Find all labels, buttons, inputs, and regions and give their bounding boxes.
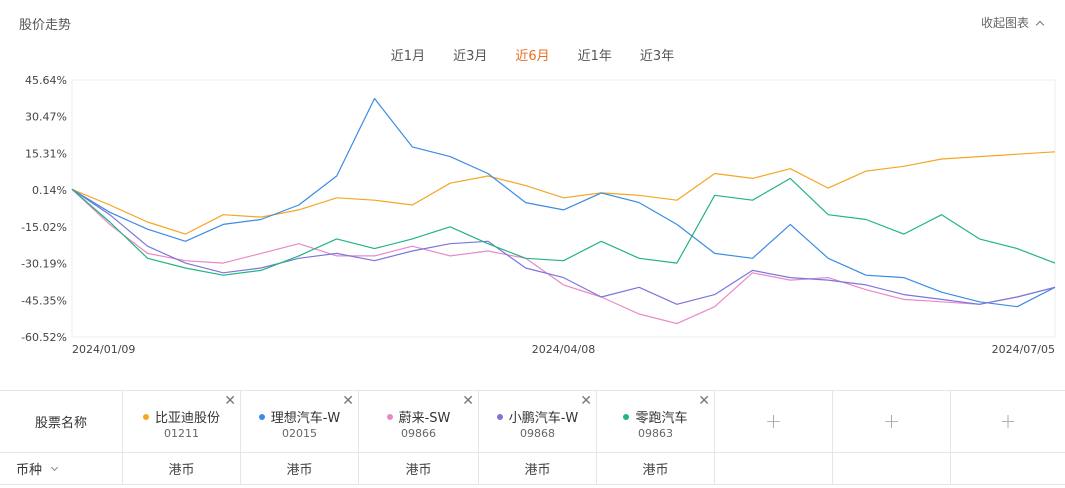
series-dot: [142, 413, 149, 420]
plus-icon: +: [999, 409, 1017, 433]
close-icon[interactable]: ✕: [580, 393, 592, 409]
stock-name: 比亚迪股份: [154, 411, 220, 426]
stock-code: 02015: [282, 427, 317, 440]
series-dot: [386, 413, 393, 420]
plus-icon: +: [883, 409, 900, 433]
empty-cell: [832, 453, 950, 484]
series-line: [71, 177, 1056, 276]
section-title: 股价走势: [19, 18, 72, 33]
period-tabs: 近1月 近3月 近6月 近1年 近3年: [0, 45, 1065, 64]
stock-code: 09868: [520, 427, 555, 440]
y-tick-label: -60.52%: [21, 331, 67, 344]
plus-icon: +: [765, 409, 782, 433]
series-dot: [623, 413, 630, 420]
series-line: [71, 188, 1056, 325]
add-stock-button[interactable]: +: [714, 391, 832, 452]
close-icon[interactable]: ✕: [698, 393, 710, 409]
y-tick-label: -30.19%: [21, 258, 67, 271]
currency-dropdown[interactable]: 币种: [0, 453, 122, 484]
row-label-stock-name: 股票名称: [34, 416, 87, 431]
tab-6m[interactable]: 近6月: [515, 49, 550, 64]
y-tick-label: 45.64%: [25, 74, 67, 87]
tab-3m[interactable]: 近3月: [453, 49, 488, 64]
currency-cell: 港币: [358, 453, 478, 484]
stock-cell[interactable]: ✕ 蔚来-SW 09866: [358, 391, 478, 452]
chevron-down-icon: [50, 463, 59, 471]
series-dot: [258, 413, 265, 420]
series-dot: [496, 413, 503, 420]
stock-name: 小鹏汽车-W: [508, 411, 579, 426]
currency-cell: 港币: [122, 453, 240, 484]
chevron-up-icon: [1035, 20, 1045, 29]
stock-cell[interactable]: ✕ 理想汽车-W 02015: [240, 391, 358, 452]
empty-cell: [714, 453, 832, 484]
add-stock-button[interactable]: +: [832, 391, 950, 452]
stock-chart-svg: 45.64% 30.47% 15.31% 0.14% -15.02% -30.19% -45…: [21, 74, 1056, 356]
close-icon[interactable]: ✕: [342, 393, 354, 409]
stock-name: 蔚来-SW: [398, 411, 451, 426]
stock-code: 01211: [164, 427, 199, 440]
empty-cell: [950, 453, 1065, 484]
currency-cell: 港币: [596, 453, 714, 484]
series-line: [71, 97, 1056, 308]
x-tick-label: 2024/01/09: [72, 343, 135, 356]
stock-name: 零跑汽车: [635, 411, 688, 426]
collapse-chart-label: 收起图表: [980, 16, 1029, 30]
stock-cell[interactable]: ✕ 小鹏汽车-W 09868: [478, 391, 596, 452]
stock-name-row: 股票名称 ✕ 比亚迪股份 01211 ✕ 理想汽车-W 02015 ✕ 蔚来-S…: [0, 391, 1065, 453]
y-tick-label: 15.31%: [25, 147, 67, 160]
y-tick-label: 0.14%: [32, 184, 67, 197]
series-line: [71, 151, 1056, 235]
compare-table: 股票名称 ✕ 比亚迪股份 01211 ✕ 理想汽车-W 02015 ✕ 蔚来-S…: [0, 390, 1065, 488]
close-icon[interactable]: ✕: [224, 393, 236, 409]
currency-row: 币种 港币 港币 港币 港币 港币: [0, 453, 1065, 485]
y-tick-label: -45.35%: [21, 294, 67, 307]
series-line: [71, 188, 1056, 305]
stock-cell[interactable]: ✕ 零跑汽车 09863: [596, 391, 714, 452]
collapse-chart-button[interactable]: 收起图表: [980, 14, 1045, 31]
currency-cell: 港币: [240, 453, 358, 484]
stock-code: 09866: [401, 427, 436, 440]
stock-cell[interactable]: ✕ 比亚迪股份 01211: [122, 391, 240, 452]
close-icon[interactable]: ✕: [462, 393, 474, 409]
x-tick-label: 2024/07/05: [992, 343, 1055, 356]
stock-chart[interactable]: 45.64% 30.47% 15.31% 0.14% -15.02% -30.19% -45…: [0, 72, 1065, 362]
currency-cell: 港币: [478, 453, 596, 484]
tab-3y[interactable]: 近3年: [639, 49, 675, 64]
x-tick-label: 2024/04/08: [532, 343, 595, 356]
stock-name: 理想汽车-W: [270, 411, 341, 426]
tab-1y[interactable]: 近1年: [577, 49, 612, 64]
y-tick-label: -15.02%: [21, 221, 67, 234]
y-tick-label: 30.47%: [25, 111, 67, 124]
currency-label: 币种: [16, 463, 43, 478]
stock-code: 09863: [638, 427, 673, 440]
plot-area: [71, 79, 1056, 338]
tab-1m[interactable]: 近1月: [390, 49, 426, 64]
add-stock-button[interactable]: +: [950, 391, 1065, 452]
